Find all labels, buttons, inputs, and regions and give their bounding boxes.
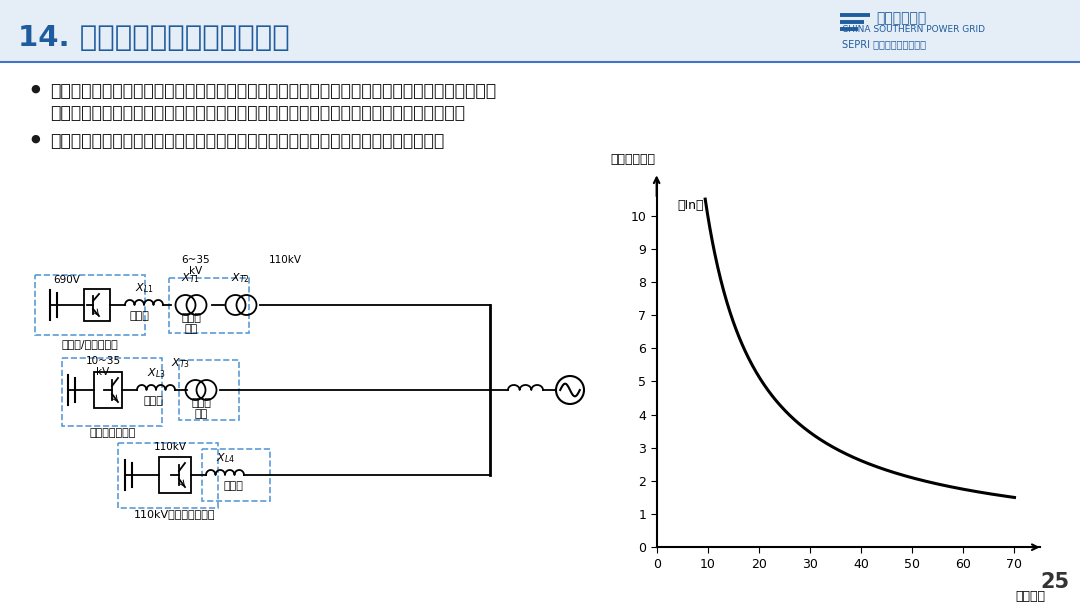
Text: 6~35: 6~35 — [181, 255, 211, 265]
Text: $X_{L3}$: $X_{L3}$ — [147, 366, 165, 380]
Text: 690V: 690V — [54, 275, 80, 285]
Bar — [84, 289, 110, 321]
Text: $X_{T3}$: $X_{T3}$ — [172, 356, 190, 370]
Text: 110kV: 110kV — [153, 442, 187, 452]
Bar — [118, 443, 218, 508]
Text: 构网型变流器与电网间的等效阻抗主要包括自身内阻抗和外部变压器阻抗。外部变压器阻抗越大，: 构网型变流器与电网间的等效阻抗主要包括自身内阻抗和外部变压器阻抗。外部变压器阻抗… — [50, 82, 496, 100]
Bar — [94, 372, 122, 408]
Text: SEPRI 南方电网科学研究院: SEPRI 南方电网科学研究院 — [842, 39, 926, 49]
Text: ●: ● — [30, 134, 40, 144]
Bar — [62, 358, 162, 426]
Text: 阻抗: 阻抗 — [185, 324, 198, 334]
Bar — [202, 449, 270, 501]
Text: 对构网型储能与电网间的电气距离、以及暂态过程中提供的惯量和电压支撑能力有一定影响: 对构网型储能与电网间的电气距离、以及暂态过程中提供的惯量和电压支撑能力有一定影响 — [50, 104, 465, 122]
Text: $X_{T2}$: $X_{T2}$ — [231, 271, 251, 285]
Bar — [35, 275, 145, 335]
Text: 组串式/集中式储能: 组串式/集中式储能 — [62, 339, 119, 349]
Text: 变压器: 变压器 — [181, 313, 201, 323]
Text: ●: ● — [30, 84, 40, 94]
Text: 110kV: 110kV — [269, 255, 302, 265]
Text: 14. 构网型储能接入电网的方式: 14. 构网型储能接入电网的方式 — [18, 24, 289, 52]
Text: 内阻抗: 内阻抗 — [143, 396, 163, 406]
Text: 电气距离: 电气距离 — [1015, 590, 1045, 603]
Text: 阻抗: 阻抗 — [194, 409, 207, 419]
Text: 计算短路电流: 计算短路电流 — [610, 153, 656, 166]
Text: （In）: （In） — [677, 199, 703, 212]
Text: 25: 25 — [1040, 572, 1069, 592]
Text: kV: kV — [96, 367, 110, 377]
Bar — [0, 0, 1080, 62]
Text: 中国南方电网: 中国南方电网 — [876, 11, 927, 25]
Bar — [179, 360, 239, 420]
Text: $X_{L1}$: $X_{L1}$ — [135, 281, 153, 295]
Text: $X_{L4}$: $X_{L4}$ — [216, 451, 234, 465]
Text: kV: kV — [189, 266, 203, 276]
Text: CHINA SOUTHERN POWER GRID: CHINA SOUTHERN POWER GRID — [842, 26, 985, 35]
Text: 内阻抗: 内阻抗 — [130, 311, 149, 321]
Text: 电网侧构网型储能通过接入合理的电网节点，有利于更好地发挥对骨干网架的支撑作用: 电网侧构网型储能通过接入合理的电网节点，有利于更好地发挥对骨干网架的支撑作用 — [50, 132, 444, 150]
Text: 110kV高压直挂式储能: 110kV高压直挂式储能 — [134, 509, 216, 519]
Text: 内阻抗: 内阻抗 — [224, 481, 243, 491]
Text: 高压直挂式储能: 高压直挂式储能 — [90, 428, 136, 438]
Text: $X_{T1}$: $X_{T1}$ — [181, 271, 201, 285]
Bar — [168, 277, 249, 333]
Bar — [159, 457, 191, 493]
Text: 10~35: 10~35 — [85, 356, 121, 366]
Text: 变压器: 变压器 — [191, 398, 211, 408]
